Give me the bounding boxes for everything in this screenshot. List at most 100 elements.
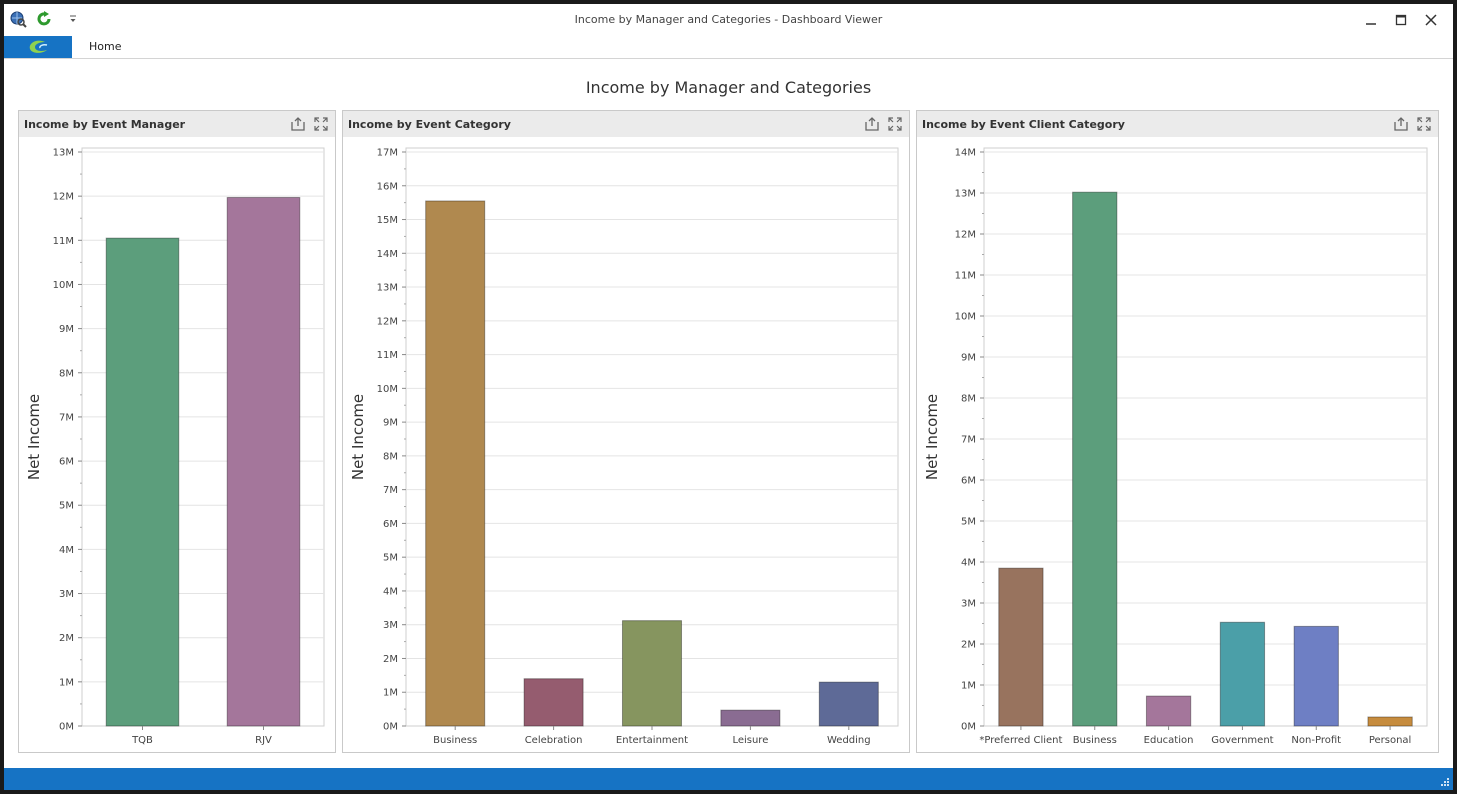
status-bar: [4, 768, 1453, 790]
y-tick-label: 2M: [961, 640, 976, 651]
y-tick-label: 9M: [383, 418, 398, 429]
x-tick-label: Non-Profit: [1291, 735, 1341, 746]
maximize-panel-icon[interactable]: [886, 115, 904, 133]
bar: [998, 567, 1044, 727]
panel-header: Income by Event Category: [343, 111, 909, 137]
tab-home[interactable]: Home: [89, 40, 122, 53]
export-icon[interactable]: [1392, 115, 1410, 133]
y-tick-label: 3M: [59, 589, 74, 600]
y-tick-label: 10M: [377, 384, 398, 395]
y-tick-label: 7M: [961, 435, 976, 446]
bar-chart: 0M 1M 2M 3M 4M 5M 6M 7M 8M 9M 10M 11M 12M 13M 14M 15M 16…: [349, 147, 899, 746]
title-bar: Income by Manager and Categories - Dashb…: [4, 4, 1453, 36]
y-tick-label: 14M: [955, 148, 976, 159]
bar-chart: 0M 1M 2M 3M 4M 5M 6M 7M 8M 9M 10M 11M 12M 13M Net Inco…: [25, 147, 325, 746]
y-tick-label: 3M: [383, 620, 398, 631]
app-logo-icon[interactable]: [4, 36, 72, 58]
y-tick-label: 0M: [59, 722, 74, 733]
panel-title: Income by Event Manager: [24, 118, 186, 131]
bar: [1145, 695, 1192, 727]
y-tick-label: 7M: [59, 412, 74, 423]
y-tick-label: 6M: [961, 476, 976, 487]
minimize-icon[interactable]: [1356, 8, 1386, 32]
x-tick-label: Entertainment: [616, 735, 688, 746]
y-tick-label: 12M: [377, 316, 398, 327]
y-tick-label: 13M: [53, 148, 74, 159]
bar: [818, 681, 879, 727]
maximize-panel-icon[interactable]: [312, 115, 330, 133]
ribbon: Home: [4, 36, 1453, 59]
x-tick-label: Wedding: [827, 735, 871, 746]
bar: [226, 196, 301, 727]
y-tick-label: 4M: [59, 545, 74, 556]
close-icon[interactable]: [1416, 8, 1446, 32]
export-icon[interactable]: [289, 115, 307, 133]
panel-income-by-event-client-category: Income by Event Client Category 0M 1M 2M 3M…: [916, 110, 1439, 753]
maximize-icon[interactable]: [1386, 8, 1416, 32]
y-tick-label: 2M: [383, 654, 398, 665]
y-tick-label: 2M: [59, 633, 74, 644]
y-tick-label: 11M: [377, 350, 398, 361]
refresh-icon[interactable]: [34, 9, 54, 29]
x-tick-label: Education: [1144, 735, 1194, 746]
y-tick-label: 5M: [961, 517, 976, 528]
panel-header: Income by Event Client Category: [917, 111, 1438, 137]
plot-area: [983, 147, 1428, 727]
panel-income-by-event-manager: Income by Event Manager 0M 1M 2M 3M 4M 5M 6M 7M…: [18, 110, 336, 753]
x-tick-label: Business: [1073, 735, 1117, 746]
x-tick-label: RJV: [255, 735, 272, 746]
window-title: Income by Manager and Categories - Dashb…: [574, 13, 883, 26]
y-tick-label: 0M: [961, 722, 976, 733]
y-tick-label: 11M: [955, 271, 976, 282]
y-tick-label: 8M: [383, 451, 398, 462]
y-tick-label: 8M: [961, 394, 976, 405]
y-axis-title: Net Income: [349, 394, 367, 480]
y-tick-label: 17M: [377, 148, 398, 159]
y-tick-label: 9M: [961, 353, 976, 364]
y-tick-label: 11M: [53, 236, 74, 247]
globe-search-icon[interactable]: [8, 9, 28, 29]
bar: [105, 237, 180, 727]
panel-income-by-event-category: Income by Event Category 0M 1M 2M 3M 4M 5M 6M 7…: [342, 110, 910, 753]
bar: [1293, 625, 1339, 727]
dropdown-arrow-icon[interactable]: [66, 9, 80, 29]
y-tick-label: 0M: [383, 722, 398, 733]
y-tick-label: 7M: [383, 485, 398, 496]
x-tick-label: Government: [1211, 735, 1273, 746]
bar: [523, 678, 584, 727]
bar: [720, 709, 781, 727]
y-axis-title: Net Income: [25, 394, 43, 480]
dashboard-title: Income by Manager and Categories: [585, 78, 872, 97]
panel-header: Income by Event Manager: [19, 111, 335, 137]
x-tick-label: *Preferred Client: [979, 735, 1062, 746]
y-tick-label: 10M: [955, 312, 976, 323]
x-tick-label: TQB: [131, 735, 153, 746]
bar: [621, 620, 683, 727]
x-tick-label: Business: [433, 735, 477, 746]
bar: [1219, 621, 1266, 727]
bar: [425, 200, 486, 727]
y-tick-label: 12M: [955, 230, 976, 241]
y-tick-label: 4M: [383, 586, 398, 597]
y-tick-label: 16M: [377, 181, 398, 192]
y-tick-label: 4M: [961, 558, 976, 569]
export-icon[interactable]: [863, 115, 881, 133]
resize-grip-icon[interactable]: [1440, 777, 1450, 787]
panel-title: Income by Event Client Category: [922, 118, 1125, 131]
x-tick-label: Celebration: [525, 735, 583, 746]
y-tick-label: 14M: [377, 249, 398, 260]
bar: [1367, 716, 1413, 727]
bar-chart: 0M 1M 2M 3M 4M 5M 6M 7M 8M 9M 10M 11M 12M 13M 14M Net I…: [923, 147, 1428, 746]
y-tick-label: 13M: [377, 283, 398, 294]
maximize-panel-icon[interactable]: [1415, 115, 1433, 133]
y-tick-label: 9M: [59, 324, 74, 335]
y-tick-label: 6M: [383, 519, 398, 530]
y-tick-label: 5M: [59, 501, 74, 512]
y-tick-label: 3M: [961, 599, 976, 610]
bar: [1072, 191, 1118, 727]
y-axis-title: Net Income: [923, 394, 941, 480]
y-tick-label: 15M: [377, 215, 398, 226]
x-tick-label: Leisure: [732, 735, 768, 746]
y-tick-label: 10M: [53, 280, 74, 291]
dashboard-viewer-window: Income by Manager and Categories - Dashb…: [4, 4, 1453, 790]
